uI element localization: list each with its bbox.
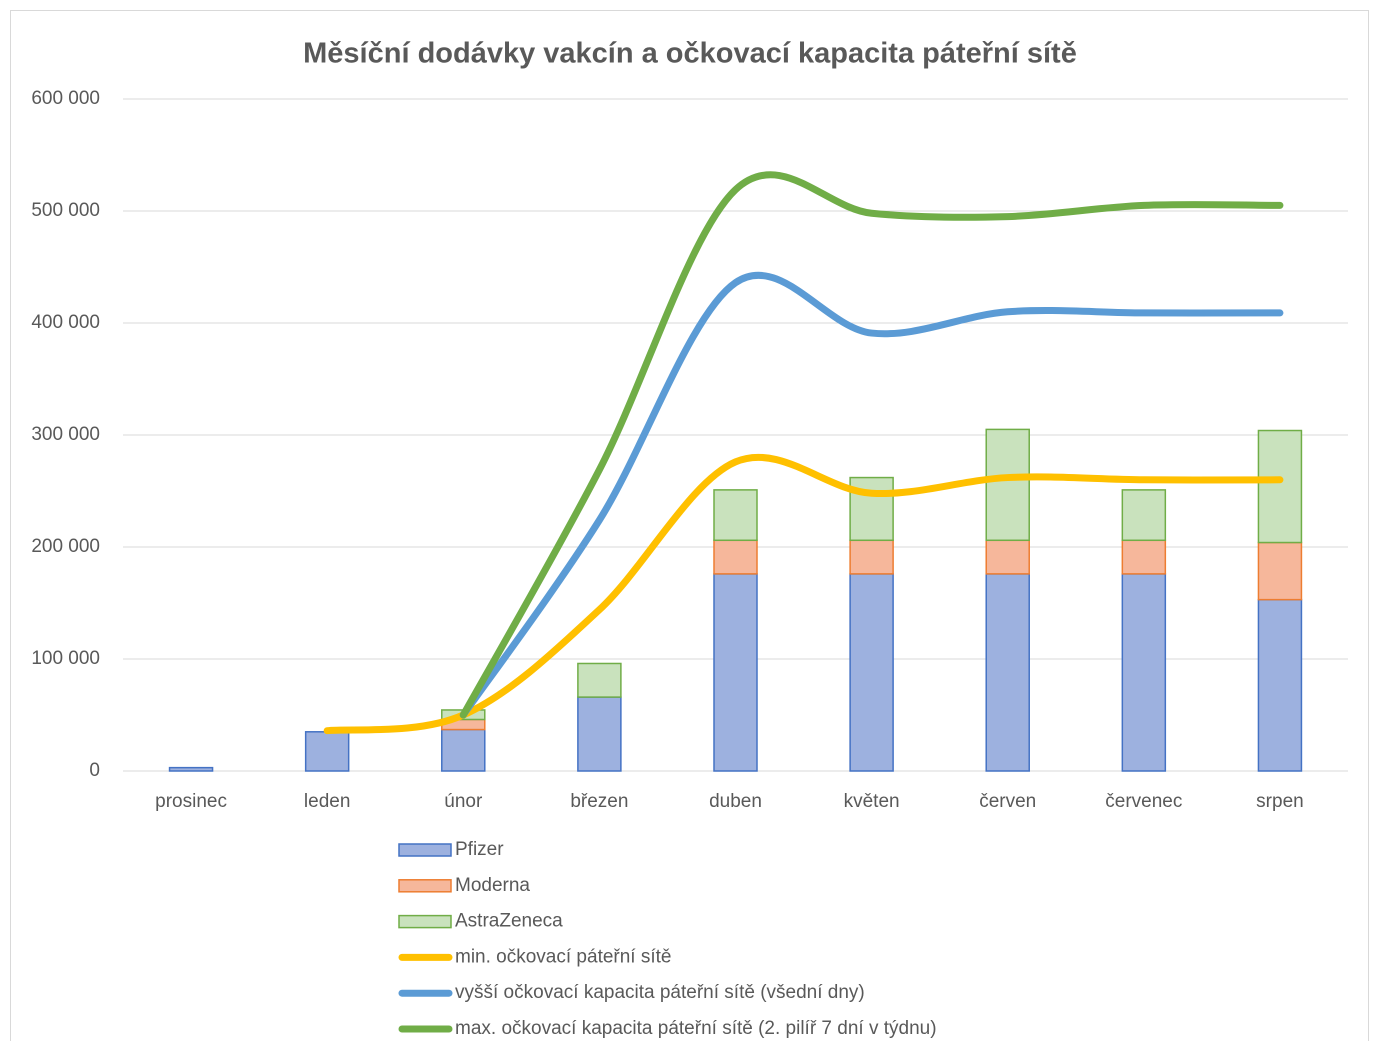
y-tick-label: 200 000: [31, 536, 100, 557]
legend-label: Pfizer: [455, 839, 504, 860]
x-tick-label: leden: [304, 791, 351, 812]
bar-segment: [985, 428, 1030, 542]
chart-title: Měsíční dodávky vakcín a očkovací kapaci…: [303, 38, 1077, 70]
legend-swatch: [398, 914, 452, 929]
y-tick-label: 0: [89, 760, 100, 781]
bar-segment: [849, 539, 894, 575]
legend-label: max. očkovací kapacita páteřní sítě (2. …: [455, 1018, 937, 1039]
legend-label: Moderna: [455, 875, 530, 896]
y-tick-label: 600 000: [31, 88, 100, 109]
bar-segment: [1257, 598, 1303, 772]
bar-segment: [168, 766, 214, 772]
bar-segment: [1121, 573, 1167, 772]
bar-segment: [985, 539, 1030, 575]
y-tick-label: 400 000: [31, 312, 100, 333]
bar-segment: [985, 573, 1030, 772]
bar-segment: [304, 731, 350, 772]
bar-segment: [577, 662, 622, 698]
bar-segment: [713, 539, 758, 575]
line-series: [459, 171, 1284, 719]
x-tick-label: srpen: [1256, 791, 1304, 812]
legend-swatch: [398, 843, 452, 857]
bar-segment: [849, 476, 894, 542]
x-tick-label: červenec: [1105, 791, 1182, 812]
bar-segment: [441, 728, 486, 772]
legend-label: vyšší očkovací kapacita páteřní sítě (vš…: [455, 982, 865, 1003]
y-tick-label: 100 000: [31, 648, 100, 669]
legend-label: AstraZeneca: [455, 911, 563, 932]
y-tick-label: 500 000: [31, 200, 100, 221]
bar-segment: [577, 696, 622, 772]
x-tick-label: prosinec: [155, 791, 227, 812]
bar-segment: [849, 573, 894, 772]
bar-segment: [1257, 541, 1303, 601]
legend-label: min. očkovací páteřní sítě: [455, 946, 672, 967]
bar-segment: [713, 573, 758, 772]
bar-segment: [1257, 429, 1303, 544]
line-series: [323, 453, 1284, 735]
x-tick-label: květen: [844, 791, 900, 812]
y-tick-label: 300 000: [31, 424, 100, 445]
bar-segment: [1121, 539, 1167, 575]
x-tick-label: duben: [709, 791, 762, 812]
x-tick-label: únor: [444, 791, 483, 812]
x-tick-label: červen: [979, 791, 1036, 812]
legend-swatch: [398, 879, 452, 893]
x-tick-label: březen: [570, 791, 628, 812]
bar-segment: [1121, 489, 1167, 542]
line-series: [459, 271, 1284, 719]
bar-segment: [713, 489, 758, 542]
